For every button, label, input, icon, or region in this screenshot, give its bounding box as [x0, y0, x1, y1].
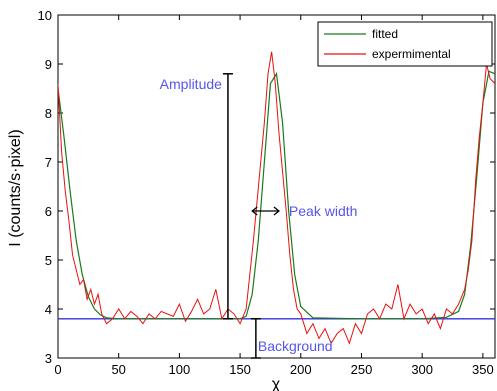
y-tick-label: 5 — [45, 253, 52, 268]
plot-area — [57, 14, 496, 359]
annotation-arrow-head — [273, 206, 280, 216]
y-tick-label: 4 — [45, 302, 52, 317]
annotation-amplitude-label: Amplitude — [160, 76, 222, 92]
y-tick-label: 8 — [45, 106, 52, 121]
x-tick-label: 150 — [229, 362, 251, 377]
y-tick-label: 6 — [45, 204, 52, 219]
x-tick-label: 300 — [411, 362, 433, 377]
y-tick-label: 10 — [38, 8, 52, 23]
annotation-background-label: Background — [258, 338, 333, 354]
legend-box — [317, 21, 493, 67]
series-expermimental-line — [58, 51, 495, 345]
y-tick-label: 9 — [45, 57, 52, 72]
x-axis-label: χ — [272, 376, 281, 391]
x-tick-label: 350 — [472, 362, 494, 377]
legend-label-fitted: fitted — [372, 27, 398, 41]
y-tick-label: 3 — [45, 351, 52, 366]
y-tick-label: 7 — [45, 155, 52, 170]
x-tick-label: 200 — [290, 362, 312, 377]
annotations: Amplitude Peak width Background — [160, 73, 357, 359]
legend-label-expermimental: expermimental — [372, 47, 451, 61]
x-tick-label: 50 — [111, 362, 125, 377]
annotation-peak-width-label: Peak width — [289, 203, 357, 219]
y-axis-label: I (counts/s·pixel) — [7, 129, 24, 246]
x-tick-label: 100 — [169, 362, 191, 377]
annotation-arrow-head — [251, 206, 258, 216]
legend: fitted expermimental — [317, 21, 493, 67]
series-fitted-line — [58, 70, 495, 320]
x-tick-label: 0 — [54, 362, 61, 377]
axis-ticks: 0 50 100 150 200 250 300 350 3 4 5 6 7 8 9 10 — [38, 8, 495, 377]
x-tick-label: 250 — [351, 362, 373, 377]
